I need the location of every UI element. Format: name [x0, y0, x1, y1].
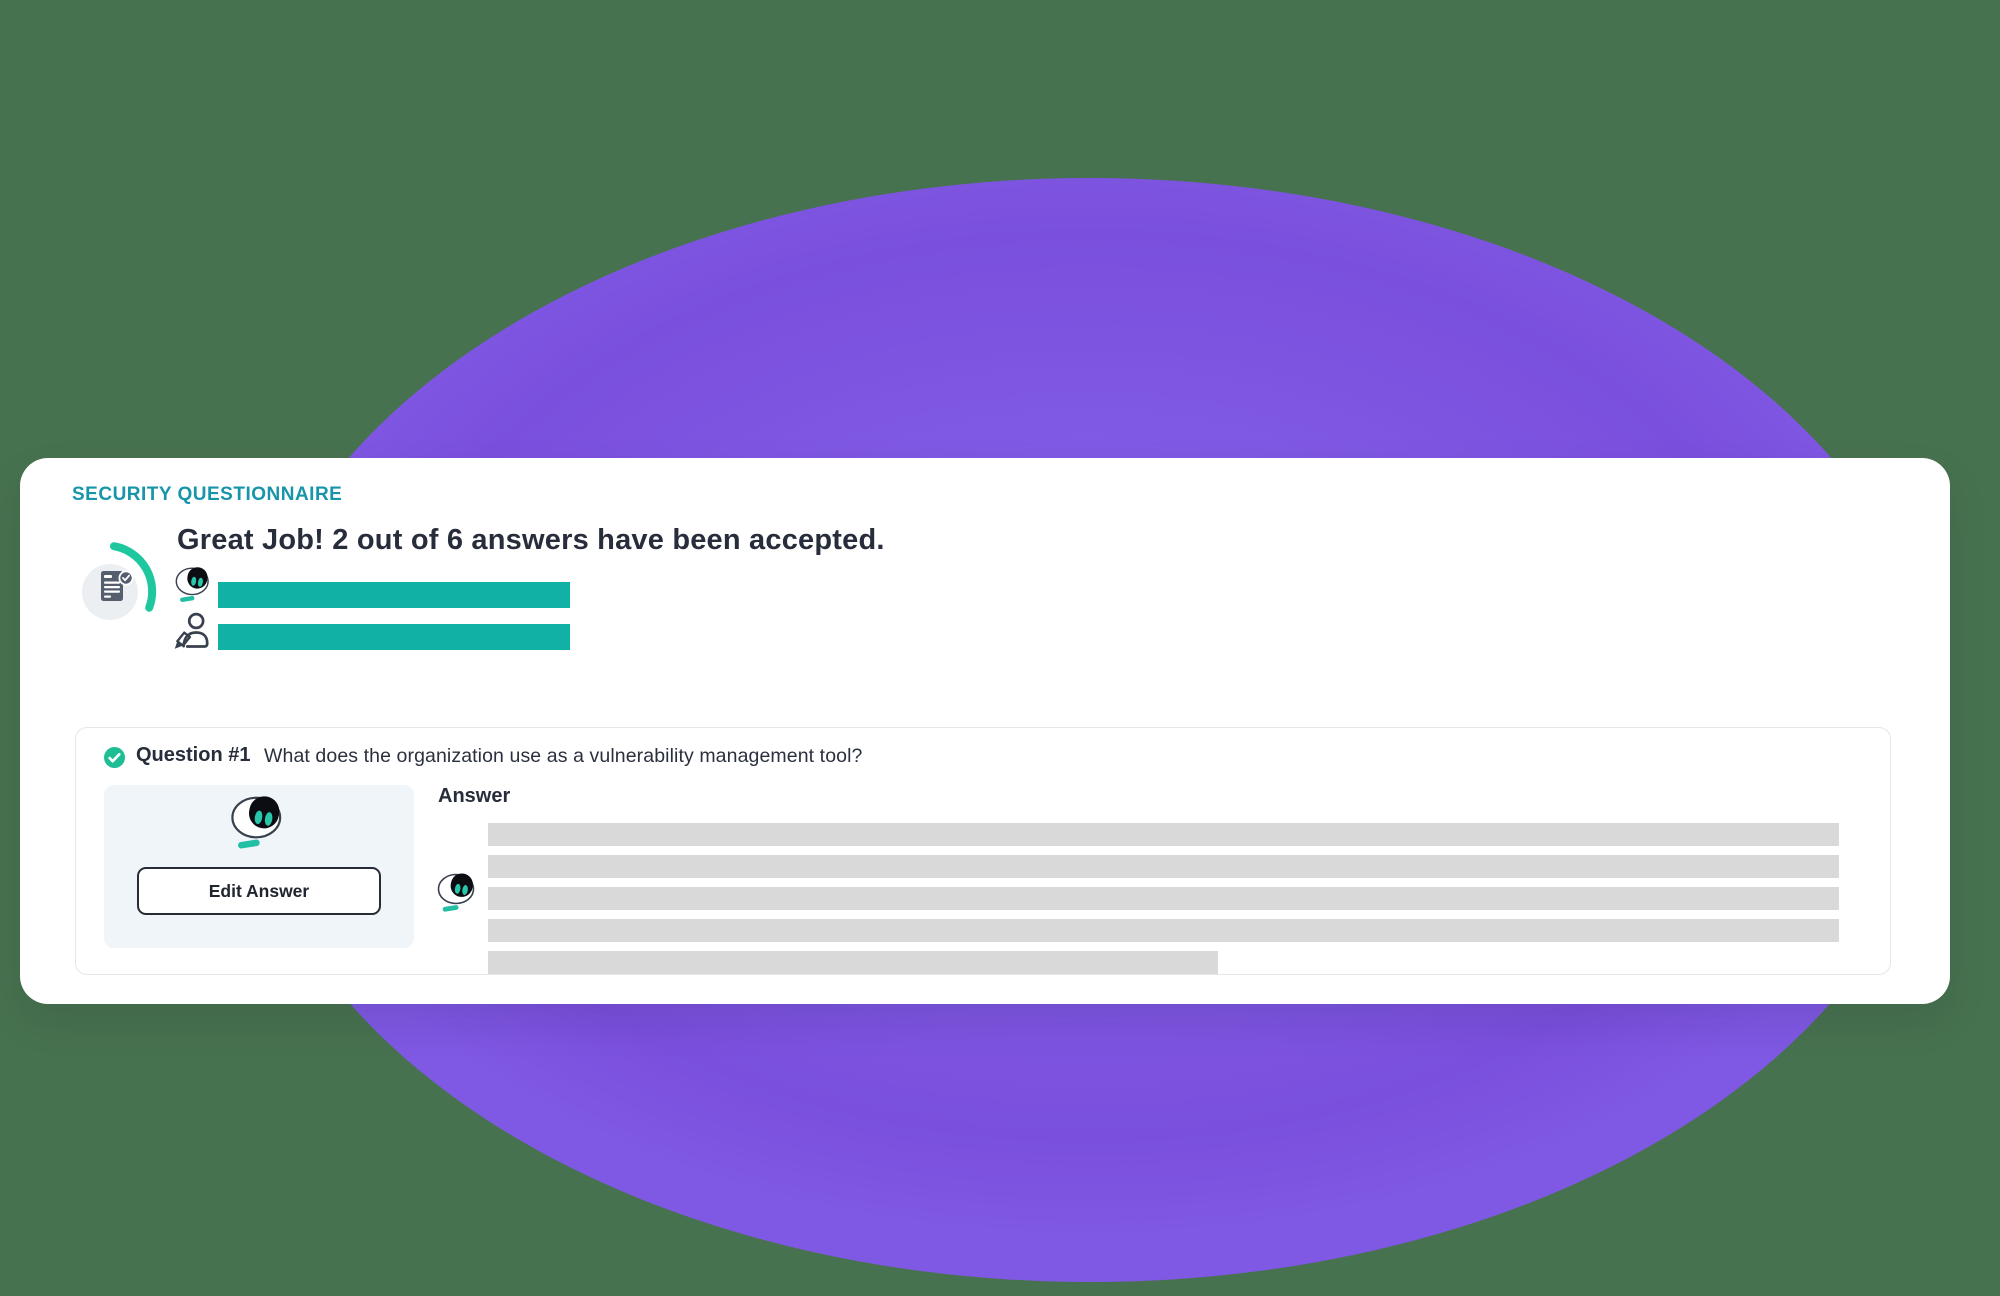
answer-skeleton-line	[488, 887, 1839, 910]
answer-skeleton-line	[488, 823, 1839, 846]
question-number-label: Question #1	[136, 744, 251, 766]
edit-answer-button[interactable]: Edit Answer	[137, 867, 381, 915]
progress-ring-arc	[110, 542, 157, 612]
progress-bar-ai	[218, 582, 570, 608]
robot-icon	[174, 566, 214, 604]
answer-heading: Answer	[438, 785, 511, 807]
answer-actions-panel: Edit Answer	[104, 785, 414, 948]
security-questionnaire-card: SECURITY QUESTIONNAIRE Great Job! 2 out …	[20, 458, 1950, 1004]
person-writing-icon	[170, 610, 214, 654]
question-text: What does the organization use as a vuln…	[264, 745, 863, 767]
progress-bar-human	[218, 624, 570, 650]
check-icon	[104, 747, 125, 768]
document-glyph	[101, 570, 134, 601]
answer-skeleton-line	[488, 951, 1218, 974]
answer-skeleton-line	[488, 855, 1839, 878]
question-card: Question #1 What does the organization u…	[75, 727, 1891, 975]
card-eyebrow: SECURITY QUESTIONNAIRE	[72, 484, 343, 505]
answer-skeleton-line	[488, 919, 1839, 942]
robot-avatar-icon	[229, 795, 289, 851]
document-check-progress-icon	[56, 534, 168, 632]
robot-icon-answer	[436, 872, 480, 914]
answer-skeleton	[488, 823, 1839, 974]
card-title: Great Job! 2 out of 6 answers have been …	[177, 524, 885, 556]
